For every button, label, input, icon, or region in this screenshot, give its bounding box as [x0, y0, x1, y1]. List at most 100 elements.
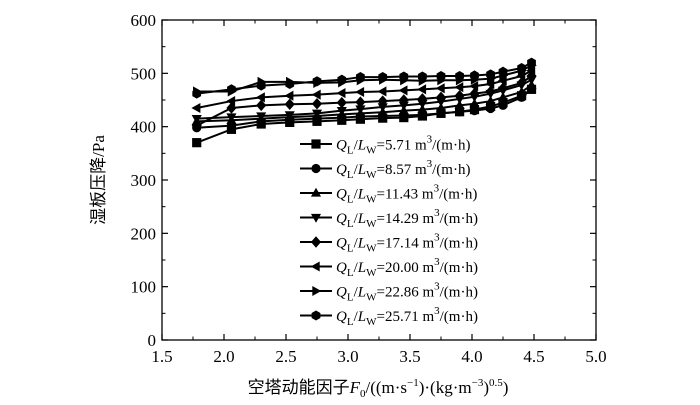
data-point — [378, 72, 388, 83]
data-point — [227, 84, 236, 95]
legend-sup: 3 — [427, 134, 433, 146]
series-20-00 — [191, 65, 536, 114]
data-point — [256, 99, 267, 112]
data-point — [311, 97, 323, 110]
legend-label: QL/LW=5.71 m3/(m·h) — [336, 134, 470, 157]
legend-q-sub: L — [347, 316, 354, 328]
data-point — [418, 71, 427, 82]
legend-l: L — [357, 285, 366, 301]
data-point — [527, 57, 536, 68]
legend-item: QL/LW=8.57 m3/(m·h) — [300, 158, 470, 181]
legend-l-sub: W — [366, 145, 377, 157]
x-tick-label: 1.5 — [151, 347, 172, 366]
legend-value: =11.43 m — [376, 187, 433, 203]
legend-value: =20.00 m — [376, 260, 434, 276]
data-point — [192, 138, 202, 148]
legend-unit: /(m·h) — [440, 285, 478, 301]
data-point — [435, 83, 445, 94]
legend-l-sub: W — [366, 218, 377, 230]
legend-unit: /(m·h) — [440, 236, 478, 252]
x-tick-label: 2.0 — [213, 347, 234, 366]
legend-value: =22.86 m — [376, 285, 434, 301]
legend-marker — [311, 139, 321, 149]
y-tick-label: 600 — [131, 11, 157, 30]
legend-l-sub: W — [366, 316, 377, 328]
legend-q-sub: L — [347, 292, 354, 304]
data-point — [377, 86, 387, 97]
data-point — [485, 85, 496, 98]
data-point — [497, 82, 509, 95]
legend-item: QL/LW=25.71 m3/(m·h) — [300, 305, 478, 328]
data-point — [336, 88, 346, 99]
data-point — [192, 88, 202, 99]
legend-value: =8.57 m — [376, 162, 426, 178]
x-tick-label: 4.5 — [523, 347, 544, 366]
legend-value: =5.71 m — [376, 138, 426, 154]
data-point — [191, 119, 202, 132]
legend: QL/LW=5.71 m3/(m·h)QL/LW=8.57 m3/(m·h)QL… — [300, 134, 478, 328]
legend-q: Q — [336, 285, 347, 301]
data-point — [312, 76, 322, 87]
legend-item: QL/LW=17.14 m3/(m·h) — [300, 232, 478, 255]
legend-sup: 3 — [434, 183, 440, 195]
data-point — [486, 103, 496, 114]
legend-marker — [310, 236, 322, 248]
legend-item: QL/LW=11.43 m3/(m·h) — [300, 183, 477, 206]
data-point — [399, 71, 409, 82]
data-point — [454, 82, 464, 93]
legend-q-sub: L — [347, 243, 354, 255]
data-point — [377, 95, 388, 107]
legend-marker — [310, 187, 322, 197]
legend-l: L — [357, 211, 366, 227]
legend-label: QL/LW=8.57 m3/(m·h) — [336, 158, 470, 181]
data-point — [516, 70, 526, 82]
x-axis-title-units-end: ) — [503, 378, 509, 397]
y-tick-label: 300 — [131, 171, 157, 190]
data-point — [284, 90, 294, 101]
legend-label: QL/LW=22.86 m3/(m·h) — [336, 281, 478, 304]
x-axis-title-units-c: ) — [483, 378, 489, 397]
data-point — [497, 92, 509, 102]
legend-q: Q — [336, 138, 347, 154]
legend-q: Q — [336, 309, 347, 325]
legend-sep: / — [354, 187, 359, 203]
x-tick-label: 2.5 — [275, 347, 296, 366]
legend-marker — [310, 213, 322, 223]
y-tick-label: 500 — [131, 64, 157, 83]
legend-sup: 3 — [427, 158, 433, 170]
data-point — [485, 78, 495, 90]
legend-sep: / — [354, 162, 359, 178]
data-point — [516, 77, 527, 89]
data-point — [526, 70, 537, 82]
legend-l-sub: W — [366, 194, 377, 206]
legend-sep: / — [354, 236, 359, 252]
legend-l: L — [357, 309, 366, 325]
x-tick-label: 3.0 — [337, 347, 358, 366]
legend-l: L — [357, 162, 366, 178]
plot-layer — [191, 57, 537, 148]
legend-sup: 3 — [434, 305, 440, 317]
x-axis-title-var: F — [349, 378, 361, 397]
legend-l: L — [357, 187, 366, 203]
y-tick-label: 0 — [148, 331, 157, 350]
data-point — [356, 72, 365, 83]
legend-value: =17.14 m — [376, 236, 434, 252]
data-point — [454, 100, 465, 110]
legend-l-sub: W — [366, 169, 377, 181]
data-point — [498, 66, 508, 77]
legend-q-sub: L — [347, 145, 354, 157]
data-point — [336, 106, 347, 116]
legend-l: L — [357, 236, 366, 252]
legend-sep: / — [354, 138, 359, 154]
data-point — [516, 86, 527, 96]
data-point — [486, 69, 495, 80]
legend-q: Q — [336, 162, 347, 178]
data-point — [355, 96, 366, 108]
x-axis-title-units-a-sup: −1 — [407, 377, 419, 389]
legend-label: QL/LW=11.43 m3/(m·h) — [336, 183, 477, 206]
data-point — [284, 98, 295, 111]
x-axis-title-units-c-sup: 0.5 — [489, 377, 503, 389]
legend-marker — [310, 261, 320, 272]
x-axis-title: 空塔动能因子F0/((m·s−1)·(kg·m−3)0.5) — [248, 377, 509, 400]
data-point — [455, 107, 465, 117]
